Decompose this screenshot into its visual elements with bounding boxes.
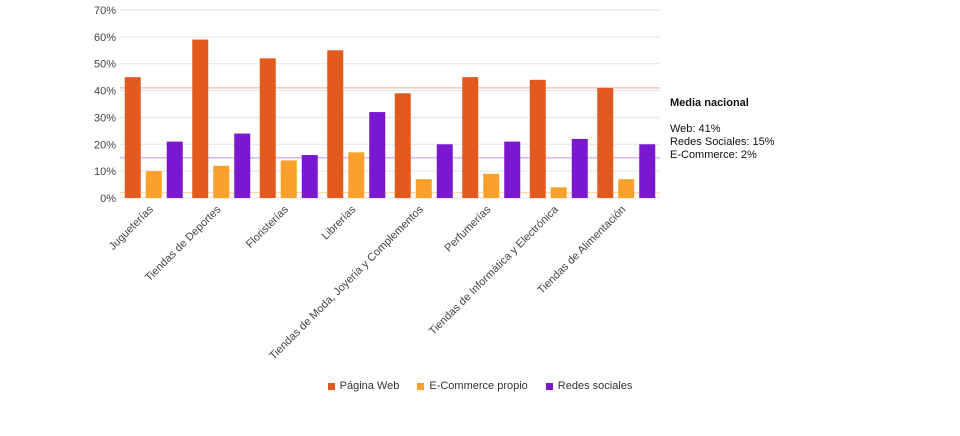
- bar: [145, 171, 162, 198]
- y-tick-label: 50%: [94, 59, 116, 71]
- note-title: Media nacional: [670, 97, 749, 109]
- bar: [301, 155, 318, 198]
- bar: [529, 79, 546, 198]
- legend-item-web: Página Web: [327, 380, 400, 392]
- bar: [394, 93, 411, 198]
- legend-item-ecommerce: E-Commerce propio: [417, 380, 528, 392]
- bar: [504, 141, 521, 198]
- bar: [259, 58, 276, 198]
- legend-swatch: [417, 382, 425, 390]
- x-tick-label: Jugueterías: [107, 203, 156, 252]
- bar: [436, 144, 453, 198]
- x-tick-label: Tiendas de Deportes: [143, 203, 224, 284]
- bar: [192, 39, 209, 198]
- y-tick-label: 40%: [94, 86, 116, 98]
- bar: [550, 187, 567, 198]
- bar: [618, 179, 635, 198]
- bar: [124, 77, 141, 198]
- note-line-social: Redes Sociales: 15%: [670, 136, 775, 148]
- x-tick-label: Tiendas de Moda, Joyería y Complementos: [267, 203, 426, 362]
- bar: [327, 50, 344, 199]
- x-tick-label: Librerías: [320, 203, 359, 242]
- x-tick-label: Tiendas de Informática y Electrónica: [427, 203, 562, 338]
- legend: Página Web E-Commerce propio Redes socia…: [0, 380, 960, 392]
- bar: [213, 165, 230, 198]
- legend-label: E-Commerce propio: [429, 380, 528, 392]
- bar: [166, 141, 183, 198]
- bar: [639, 144, 656, 198]
- y-tick-label: 20%: [94, 139, 116, 151]
- legend-swatch: [545, 382, 553, 390]
- bar: [348, 152, 365, 198]
- y-tick-label: 30%: [94, 112, 116, 124]
- y-tick-label: 0%: [100, 193, 116, 205]
- legend-label: Página Web: [339, 380, 400, 392]
- y-tick-label: 60%: [94, 32, 116, 44]
- legend-item-social: Redes sociales: [545, 380, 633, 392]
- bar: [462, 77, 479, 198]
- legend-swatch: [327, 382, 335, 390]
- note-line-ecommerce: E-Commerce: 2%: [670, 149, 757, 161]
- x-tick-label: Floristerías: [244, 203, 291, 250]
- bar: [597, 87, 614, 198]
- bar: [415, 179, 432, 198]
- bar: [234, 133, 251, 198]
- national-average-note: Media nacional Web: 41% Redes Sociales: …: [670, 97, 775, 162]
- bar: [483, 173, 500, 198]
- x-tick-label: Perfumerías: [443, 203, 494, 254]
- y-tick-label: 70%: [94, 5, 116, 17]
- legend-label: Redes sociales: [557, 380, 633, 392]
- y-tick-label: 10%: [94, 166, 116, 178]
- bar: [571, 138, 588, 198]
- bar: [280, 160, 297, 198]
- bar: [369, 112, 386, 198]
- note-line-web: Web: 41%: [670, 123, 721, 135]
